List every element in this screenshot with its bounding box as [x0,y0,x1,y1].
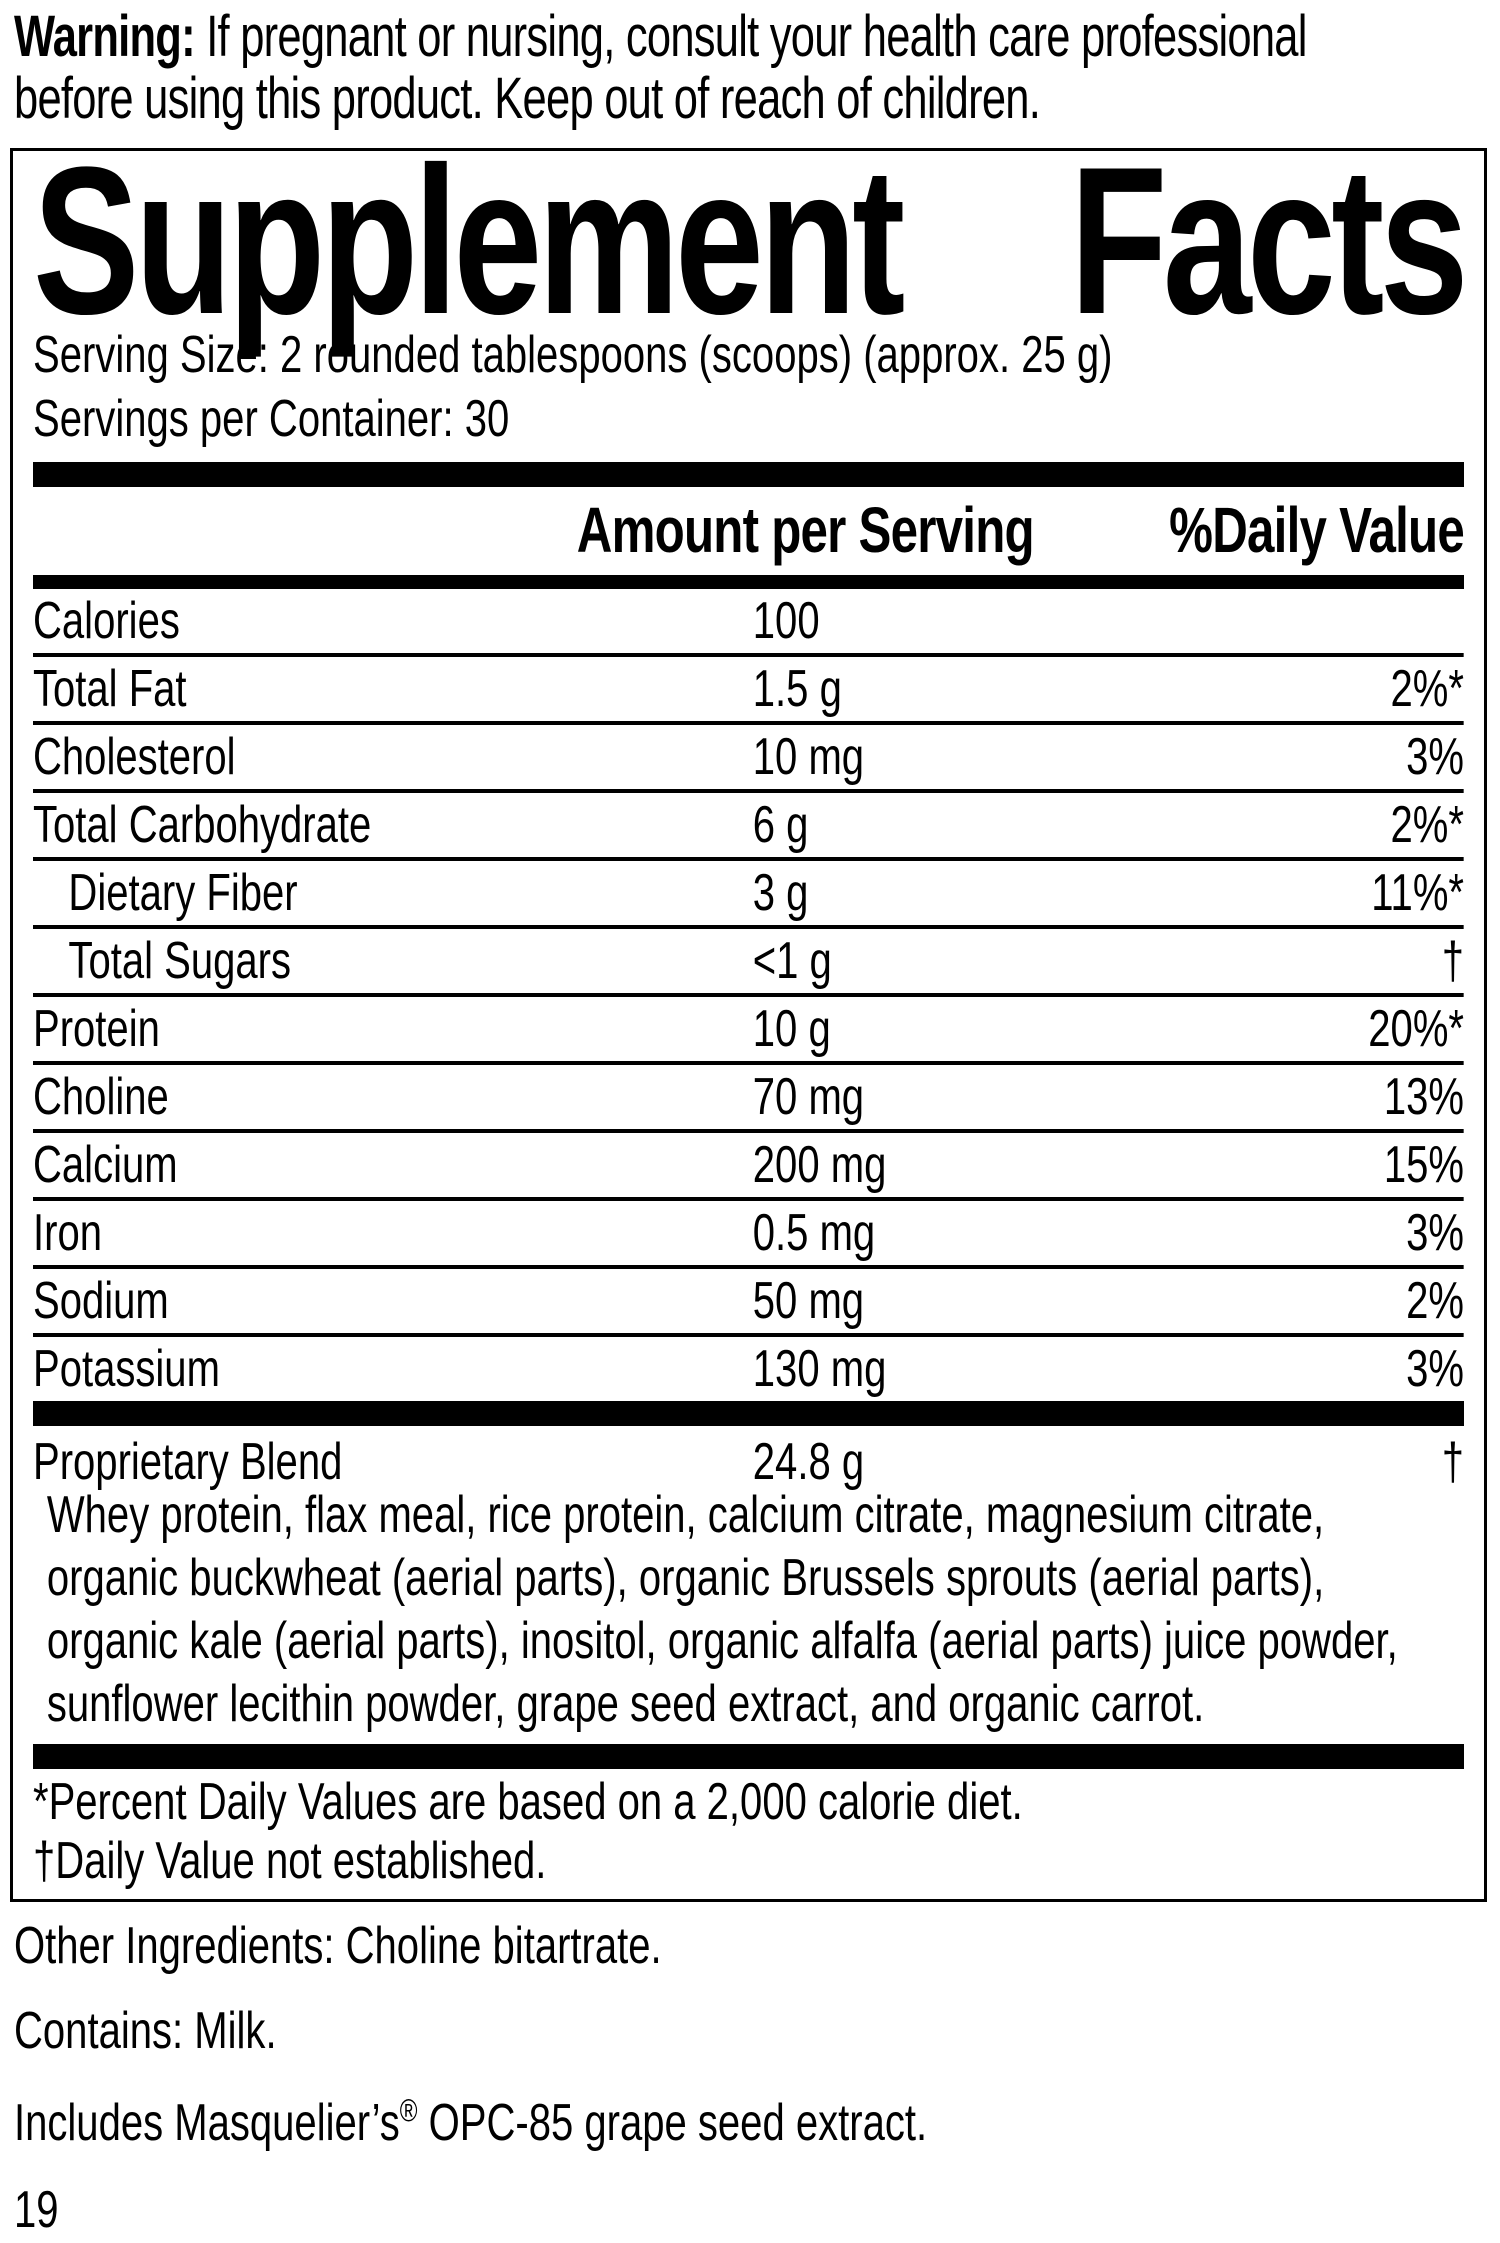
warning-line-1: If pregnant or nursing, consult your hea… [206,4,1307,69]
serving-info: Serving Size: 2 rounded tablespoons (sco… [33,323,1464,451]
nutrient-label: Calcium [33,1136,178,1194]
nutrient-row: Cholesterol 10 mg 3% [33,725,1464,793]
footnotes: *Percent Daily Values are based on a 2,0… [33,1773,1023,1890]
nutrient-dv: 2%* [1390,660,1464,718]
thick-divider-top [33,462,1464,487]
nutrient-amount: 3 g [752,864,809,922]
nutrient-label: Iron [33,1204,102,1262]
thin-divider-header [33,575,1464,589]
nutrient-row: Total Sugars <1 g † [33,929,1464,997]
nutrient-label: Calories [33,592,180,650]
nutrient-dv: 3% [1406,1204,1464,1262]
proprietary-blend-row: Proprietary Blend 24.8 g † [33,1430,1464,1494]
nutrient-row: Iron 0.5 mg 3% [33,1201,1464,1269]
nutrient-row: Total Fat 1.5 g 2%* [33,657,1464,725]
nutrient-amount: 100 [752,592,820,650]
nutrient-amount: 10 mg [752,728,865,786]
page-number: 19 [14,2181,59,2239]
nutrient-amount: 130 mg [752,1340,887,1398]
nutrient-row: Sodium 50 mg 2% [33,1269,1464,1337]
panel-title-word-facts: Facts [1069,123,1469,358]
column-header-row: Amount per Serving %Daily Value [33,487,1465,575]
other-ingredients-statement: Other Ingredients: Choline bitartrate. [14,1917,662,1975]
warning-text: Warning: If pregnant or nursing, consult… [14,6,1486,130]
nutrient-row: Protein 10 g 20%* [33,997,1464,1065]
nutrient-label: Total Fat [33,660,187,718]
nutrient-row: Calcium 200 mg 15% [33,1133,1464,1201]
proprietary-blend-amount: 24.8 g [752,1433,865,1491]
contains-statement: Contains: Milk. [14,2002,277,2060]
nutrient-label: Cholesterol [33,728,236,786]
nutrient-amount: 200 mg [752,1136,887,1194]
registered-trademark-symbol: ® [399,2093,418,2129]
nutrient-amount: 0.5 mg [752,1204,876,1262]
proprietary-blend-dv: † [1441,1433,1464,1491]
panel-title: Supplement Facts [33,123,1469,358]
nutrient-dv: 11%* [1371,864,1464,922]
nutrient-dv: 20%* [1368,1000,1464,1058]
nutrient-label: Choline [33,1068,169,1126]
nutrient-label: Sodium [33,1272,169,1330]
serving-size-text: Serving Size: 2 rounded tablespoons (sco… [33,326,1113,384]
includes-suffix: OPC-85 grape seed extract. [417,2094,928,2152]
nutrient-row: Total Carbohydrate 6 g 2%* [33,793,1464,861]
nutrient-dv: 15% [1383,1136,1464,1194]
thick-divider-bottom [33,1744,1464,1769]
nutrient-dv: 13% [1383,1068,1464,1126]
nutrient-dv: 3% [1406,1340,1464,1398]
servings-per-container-text: Servings per Container: 30 [33,390,510,448]
nutrient-row: Calories 100 [33,589,1464,657]
nutrient-amount: 50 mg [752,1272,865,1330]
nutrient-amount: 70 mg [752,1068,865,1126]
nutrient-amount: 1.5 g [752,660,842,718]
nutrient-label: Total Sugars [68,932,291,990]
nutrient-amount: <1 g [752,932,832,990]
column-header-daily-value: %Daily Value [1169,494,1465,566]
supplement-facts-panel: Supplement Facts Serving Size: 2 rounded… [10,123,1487,1902]
warning-line-2: before using this product. Keep out of r… [14,66,1041,131]
nutrient-dv: 2%* [1390,796,1464,854]
nutrient-row: Choline 70 mg 13% [33,1065,1464,1133]
includes-statement: Includes Masquelier’s® OPC-85 grape seed… [14,2091,1486,2155]
nutrient-dv: 3% [1406,728,1464,786]
nutrient-row: Potassium 130 mg 3% [33,1337,1464,1401]
nutrient-amount: 6 g [752,796,809,854]
nutrient-amount: 10 g [752,1000,831,1058]
warning-label: Warning: [14,4,196,69]
nutrient-dv: 2% [1406,1272,1464,1330]
nutrient-label: Dietary Fiber [68,864,298,922]
panel-title-word-supplement: Supplement [33,123,905,358]
column-header-amount: Amount per Serving [576,494,1035,566]
includes-prefix: Includes Masquelier’s [14,2094,400,2152]
nutrient-label: Total Carbohydrate [33,796,372,854]
nutrient-label: Potassium [33,1340,220,1398]
nutrient-table: Calories 100 Total Fat 1.5 g 2%* Cholest… [33,589,1464,1401]
nutrient-label: Protein [33,1000,160,1058]
thick-divider-middle [33,1401,1464,1426]
proprietary-description: Whey protein, flax meal, rice protein, c… [46,1486,1398,1733]
proprietary-blend-label: Proprietary Blend [33,1433,343,1491]
nutrient-dv: † [1441,932,1464,990]
nutrient-row: Dietary Fiber 3 g 11%* [33,861,1464,929]
